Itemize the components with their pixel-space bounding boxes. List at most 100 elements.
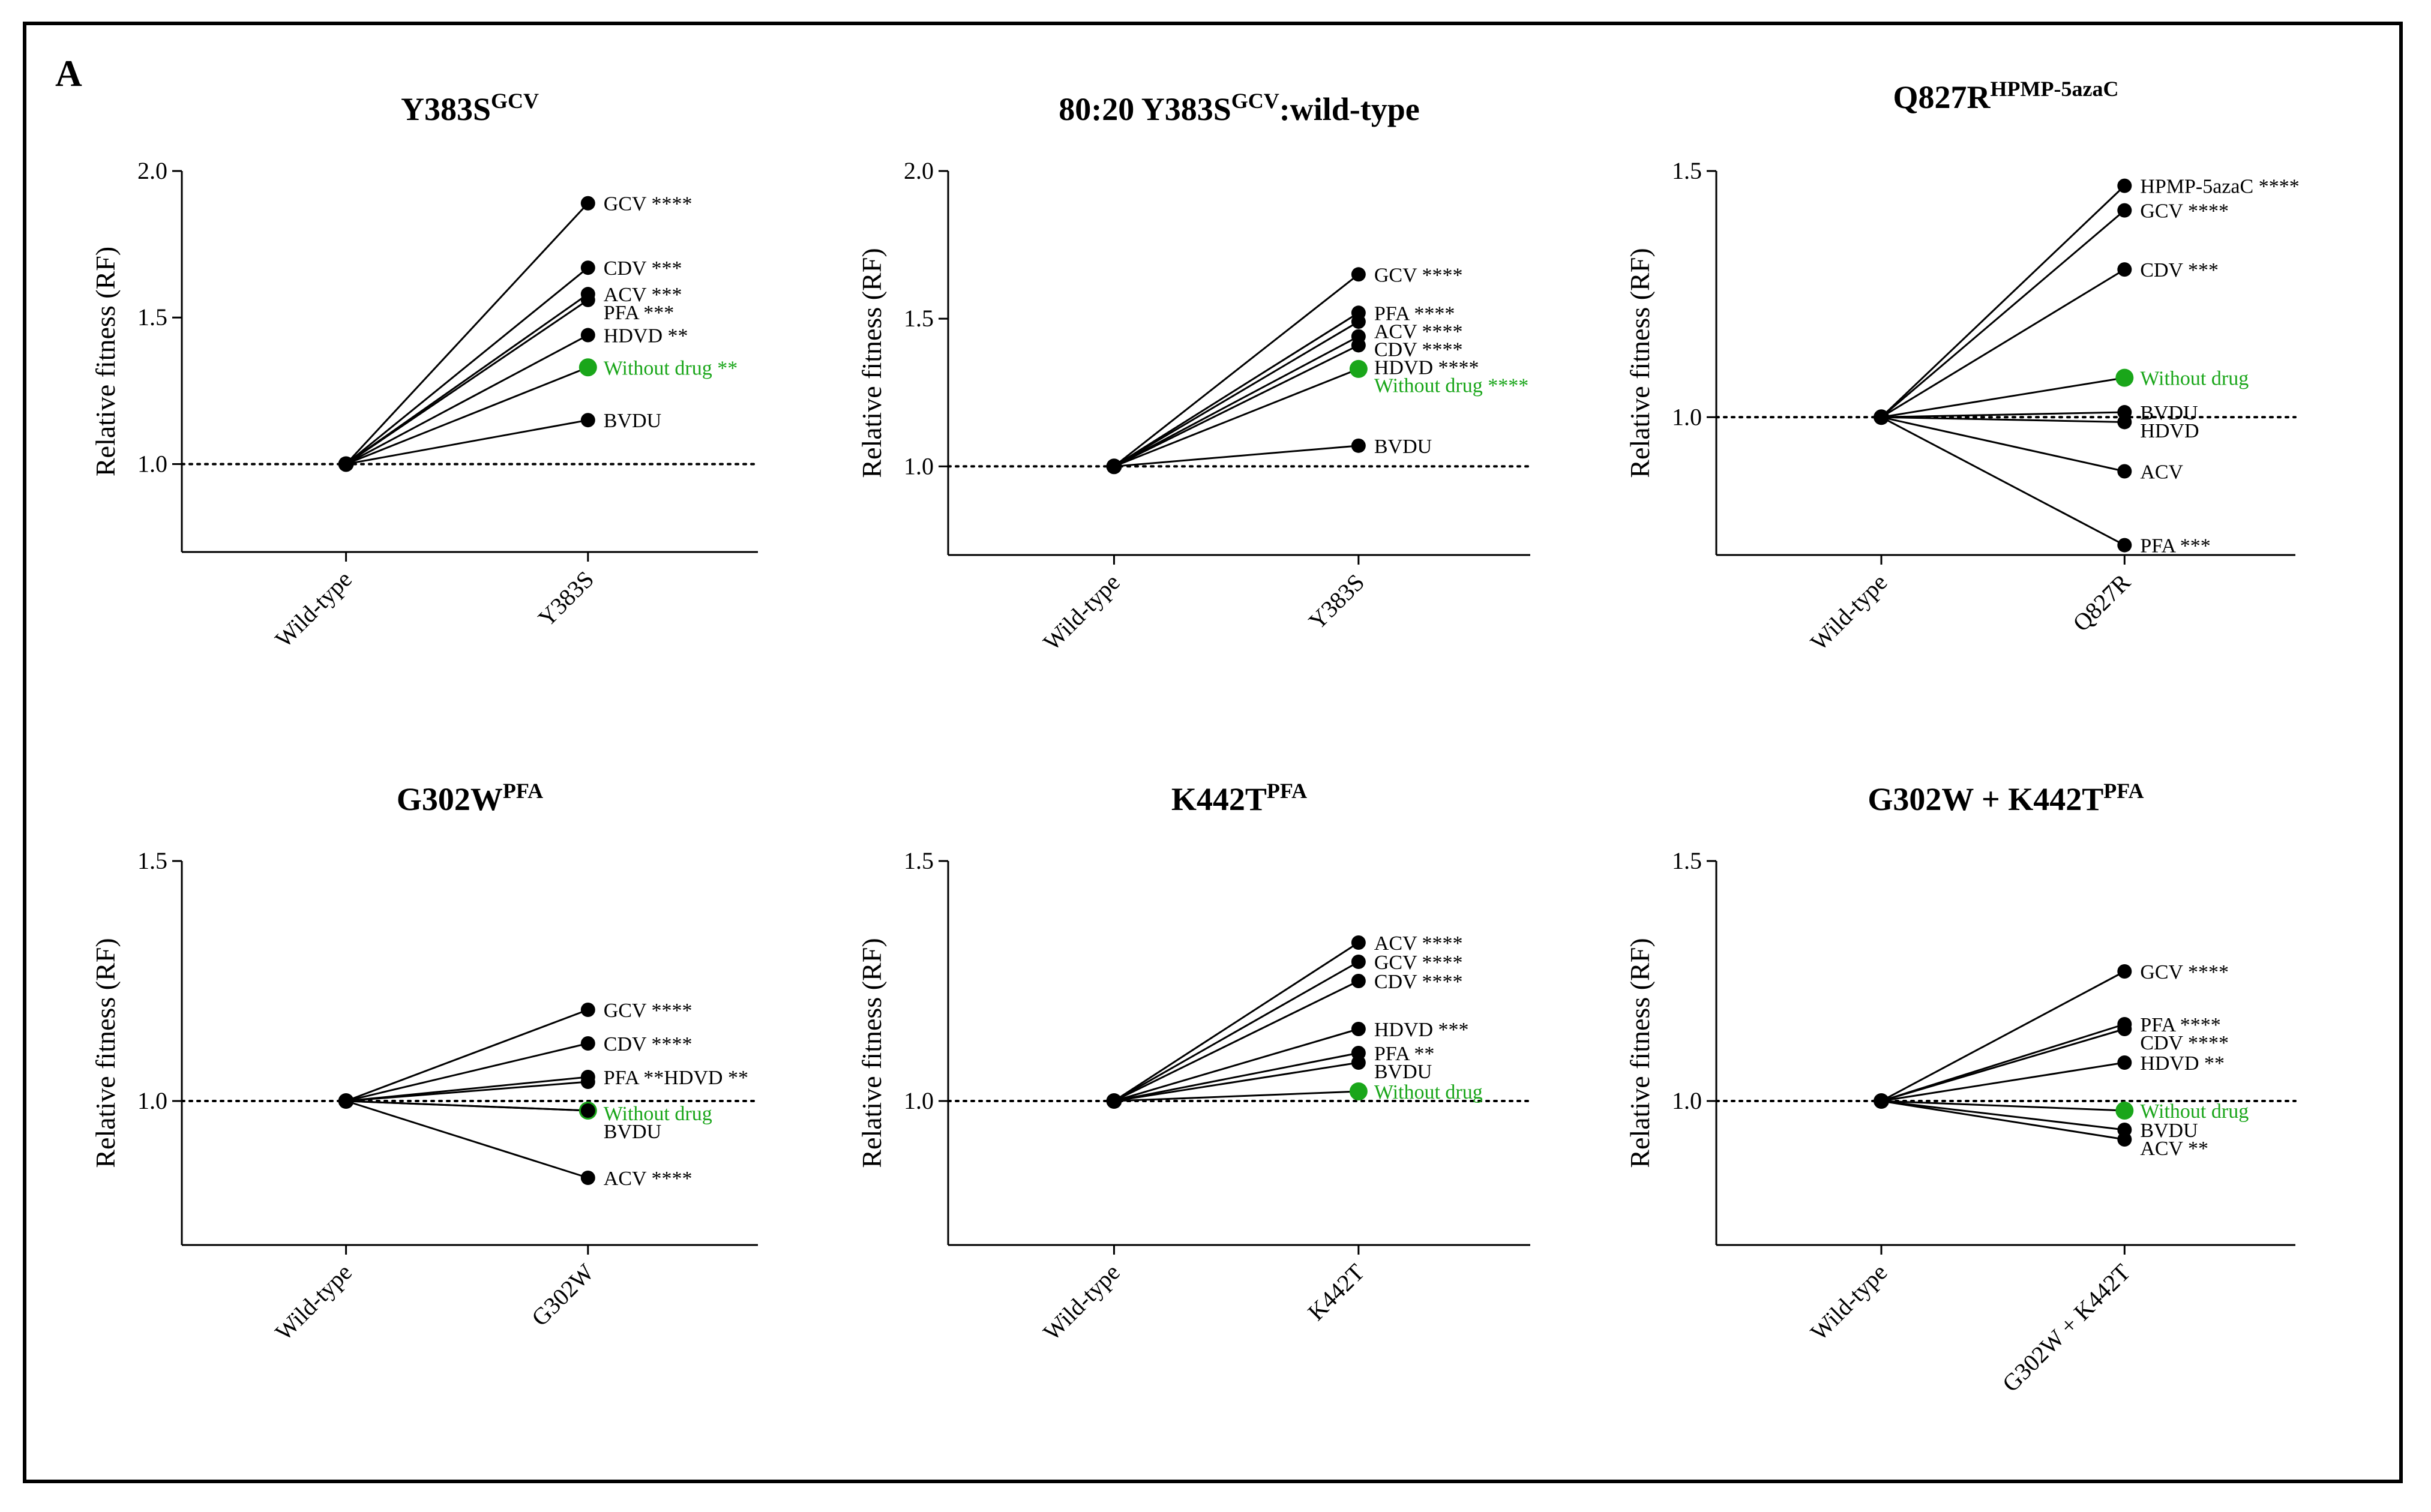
y-tick-label: 1.5 bbox=[137, 847, 167, 874]
y-tick-label: 1.0 bbox=[1672, 403, 1702, 430]
point-label: BVDU bbox=[2140, 1120, 2198, 1142]
series-line-acv bbox=[1113, 941, 1359, 1102]
series-line-bvdu bbox=[346, 419, 589, 465]
series-line-hdvd bbox=[1113, 344, 1359, 467]
x-tick-label: Wild-type bbox=[1038, 1259, 1125, 1346]
x-tick-label: Wild-type bbox=[1805, 1259, 1892, 1346]
series-line-without-drug bbox=[346, 366, 589, 465]
point-label: PFA *** bbox=[2140, 535, 2210, 557]
y-tick-label: 1.0 bbox=[1672, 1087, 1702, 1114]
chart-title-superscript: PFA bbox=[503, 779, 543, 803]
series-line-cdv bbox=[1113, 335, 1359, 467]
point-without-drug bbox=[2115, 1102, 2134, 1120]
figure-frame bbox=[23, 22, 2403, 1483]
chart-title: G302WPFA bbox=[397, 779, 543, 817]
series-line-bvdu bbox=[1881, 411, 2125, 418]
series-line-acv bbox=[346, 1100, 589, 1179]
series-line-without-drug bbox=[1114, 1090, 1359, 1102]
point-label: BVDU bbox=[604, 410, 661, 432]
point-cdv bbox=[2117, 1022, 2132, 1036]
series-line-hdvd bbox=[1881, 1061, 2125, 1102]
point-hdvd bbox=[2117, 1055, 2132, 1070]
point-label: CDV *** bbox=[604, 257, 682, 280]
y-tick-label: 1.0 bbox=[904, 452, 934, 479]
y-tick-label: 1.5 bbox=[904, 847, 934, 874]
series-line-hpmp-5azac bbox=[1880, 185, 2126, 418]
chart-title-main: Q827R bbox=[1893, 79, 1991, 115]
x-tick-label: Q827R bbox=[2067, 568, 2136, 637]
chart-title-main: 80:20 Y383S bbox=[1059, 91, 1231, 127]
point-label: Without drug ** bbox=[604, 357, 738, 379]
point-label: GCV **** bbox=[604, 1000, 693, 1022]
point-label: Without drug bbox=[2140, 368, 2249, 390]
chart-title: 80:20 Y383SGCV:wild-type bbox=[1059, 89, 1420, 127]
point-cdv bbox=[580, 1036, 595, 1051]
point-label: GCV **** bbox=[1374, 264, 1463, 286]
y-tick-label: 1.0 bbox=[904, 1087, 934, 1114]
point-label: Without drug **** bbox=[1374, 374, 1528, 397]
series-line-gcv bbox=[1881, 209, 2126, 418]
point-wild-type bbox=[1106, 1093, 1122, 1109]
point-label: CDV **** bbox=[1374, 971, 1463, 993]
series-line-hdvd bbox=[1881, 416, 2125, 423]
point-gcv bbox=[1351, 267, 1366, 282]
point-pfa bbox=[580, 292, 595, 307]
series-line-cdv bbox=[346, 1042, 589, 1102]
point-cdv bbox=[580, 260, 595, 275]
point-label: HDVD **** bbox=[1374, 356, 1479, 379]
y-tick-label: 2.0 bbox=[904, 157, 934, 184]
x-tick-label: Y383S bbox=[1303, 569, 1369, 635]
point-label: BVDU bbox=[1374, 436, 1432, 458]
point-label: PFA **HDVD ** bbox=[604, 1067, 748, 1089]
point-gcv bbox=[580, 196, 595, 211]
y-tick-label: 1.5 bbox=[1672, 157, 1702, 184]
point-label: GCV **** bbox=[1374, 952, 1463, 974]
point-label: BVDU bbox=[2140, 402, 2198, 424]
point-label: PFA **** bbox=[2140, 1014, 2220, 1036]
point-gcv bbox=[580, 1003, 595, 1017]
point-label: CDV **** bbox=[604, 1033, 693, 1055]
point-label: HDVD ** bbox=[2140, 1052, 2225, 1075]
y-axis-label: Relative fitness (RF) bbox=[856, 248, 887, 478]
series-line-bvdu bbox=[1881, 1100, 2125, 1131]
chart-title-superscript: HPMP-5azaC bbox=[1991, 77, 2119, 101]
point-without-drug bbox=[2115, 368, 2134, 387]
series-line-gcv bbox=[346, 1009, 589, 1102]
point-label: Without drug bbox=[1374, 1081, 1483, 1103]
chart-title-superscript: GCV bbox=[491, 89, 539, 113]
series-line-gcv bbox=[1881, 970, 2126, 1102]
point-without-drug bbox=[1349, 1082, 1368, 1100]
y-tick-label: 1.5 bbox=[904, 305, 934, 332]
point-gcv bbox=[2117, 203, 2132, 218]
point-gcv bbox=[2117, 964, 2132, 979]
y-tick-label: 1.5 bbox=[1672, 847, 1702, 874]
panel-letter: A bbox=[55, 53, 82, 94]
point-without-drug bbox=[1349, 359, 1368, 378]
series-line-without-drug bbox=[1881, 1100, 2125, 1112]
x-tick-label: Y383S bbox=[533, 566, 599, 632]
series-line-acv bbox=[1113, 320, 1359, 467]
chart-title: G302W + K442TPFA bbox=[1868, 779, 2144, 817]
point-label: CDV **** bbox=[2140, 1032, 2229, 1054]
series-line-gcv bbox=[1113, 961, 1359, 1102]
point-wild-type bbox=[338, 456, 354, 472]
point-label: ACV ** bbox=[2140, 1138, 2208, 1160]
chart-panel-2: 80:20 Y383SGCV:wild-type 1.0 1.5 2.0 Relativ… bbox=[856, 89, 1531, 656]
series-line-cdv bbox=[345, 267, 589, 465]
point-hpmp-5azac bbox=[2117, 178, 2132, 193]
x-tick-label: Wild-type bbox=[1805, 569, 1892, 656]
point-label: Without drug bbox=[604, 1103, 712, 1125]
point-wild-type bbox=[1874, 409, 1890, 425]
point-bvdu bbox=[580, 1103, 595, 1118]
series-line-acv bbox=[1881, 1100, 2125, 1141]
point-hdvd bbox=[580, 328, 595, 343]
y-tick-label: 1.0 bbox=[137, 1087, 167, 1114]
series-line-bvdu bbox=[346, 1100, 588, 1112]
point-label: HPMP-5azaC **** bbox=[2140, 176, 2299, 198]
chart-title-main: G302W + K442T bbox=[1868, 781, 2103, 817]
point-label: PFA *** bbox=[604, 302, 674, 324]
y-tick-label: 2.0 bbox=[137, 157, 167, 184]
point-acv bbox=[2117, 464, 2132, 479]
series-line-pfa bbox=[1881, 416, 2126, 546]
